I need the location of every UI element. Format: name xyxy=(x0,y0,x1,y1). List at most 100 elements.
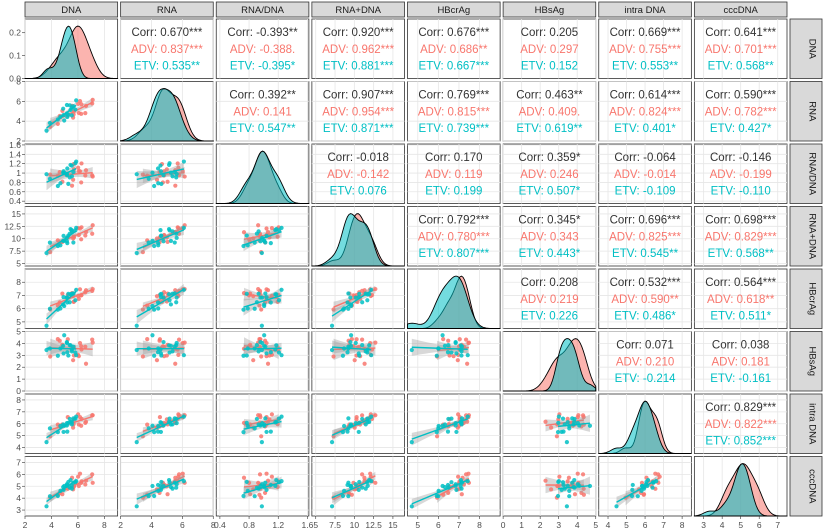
y-tick-label: 2 xyxy=(16,136,21,146)
data-point xyxy=(268,350,273,355)
data-point xyxy=(353,482,358,487)
data-point xyxy=(158,294,164,300)
data-point xyxy=(156,306,161,311)
corr-adv-label: ADV: 0.701*** xyxy=(705,44,777,56)
data-point xyxy=(279,353,284,358)
x-tick-label: 2 xyxy=(23,520,28,530)
scatter-panel xyxy=(44,333,95,366)
data-point xyxy=(279,287,284,292)
data-point xyxy=(90,480,95,485)
scatter-panel xyxy=(134,471,187,509)
data-point xyxy=(442,484,448,490)
data-point xyxy=(90,174,95,179)
data-point xyxy=(641,492,647,497)
corr-etv-label: ETV: 0.547** xyxy=(230,123,297,135)
regression-line xyxy=(136,168,185,181)
data-point xyxy=(274,343,279,348)
row-strip-label: RNA+DNA xyxy=(807,213,818,259)
data-point xyxy=(79,111,84,116)
data-point xyxy=(83,173,88,178)
corr-adv-label: ADV: 0.343 xyxy=(520,231,578,243)
data-point xyxy=(262,302,267,307)
y-tick-label: 6 xyxy=(16,304,21,314)
data-point xyxy=(362,475,367,480)
data-point xyxy=(71,240,76,245)
data-point xyxy=(68,162,73,168)
row-strip xyxy=(789,393,823,454)
y-tick-label: 0.0 xyxy=(9,74,21,84)
data-point xyxy=(264,351,269,356)
data-point xyxy=(572,477,577,483)
data-point xyxy=(158,169,164,174)
panel-background xyxy=(407,18,501,79)
data-point xyxy=(180,471,185,476)
data-point xyxy=(459,422,464,427)
corr-total-label: Corr: -0.018 xyxy=(328,152,389,164)
data-point xyxy=(174,235,179,240)
data-point xyxy=(134,250,139,256)
corr-adv-label: ADV: 0.822*** xyxy=(705,419,777,431)
data-point xyxy=(257,303,262,308)
data-point xyxy=(241,430,246,435)
corr-adv-label: ADV: 0.181 xyxy=(711,356,769,368)
data-point xyxy=(69,174,74,179)
data-point xyxy=(549,487,554,492)
data-point xyxy=(244,479,249,485)
panel-background xyxy=(502,206,597,267)
data-point xyxy=(160,344,166,349)
data-point xyxy=(363,349,368,354)
data-point xyxy=(244,420,249,425)
data-point xyxy=(241,475,247,480)
data-point xyxy=(345,350,350,355)
y-tick-label: 6 xyxy=(16,469,21,479)
x-tick-label: 3 xyxy=(701,520,706,530)
y-tick-label: 0.6 xyxy=(9,187,21,197)
data-point xyxy=(245,306,250,311)
scatter-panel xyxy=(44,159,95,191)
data-point xyxy=(77,471,83,476)
row-strip xyxy=(789,143,823,204)
corr-etv-label: ETV: 0.401* xyxy=(614,123,676,135)
data-point xyxy=(83,111,88,116)
data-point xyxy=(90,472,95,477)
data-point xyxy=(140,354,145,359)
data-point xyxy=(373,340,378,345)
data-point xyxy=(373,480,378,485)
data-point xyxy=(60,291,65,296)
panel-background xyxy=(407,206,501,267)
data-point xyxy=(274,477,279,483)
corr-total-label: Corr: 0.769*** xyxy=(418,90,489,102)
data-point xyxy=(543,419,548,424)
density-curve xyxy=(311,213,405,267)
data-point xyxy=(357,479,362,485)
x-tick-label: 5 xyxy=(313,520,318,530)
data-point xyxy=(451,354,456,359)
density-curve xyxy=(24,25,118,79)
data-point xyxy=(158,351,164,356)
scatter-panel xyxy=(543,412,593,445)
corr-total-label: Corr: 0.670*** xyxy=(131,27,202,39)
data-point xyxy=(256,349,261,354)
data-point xyxy=(276,298,282,303)
scatter-panel xyxy=(241,412,284,445)
data-point xyxy=(252,306,257,311)
data-point xyxy=(446,338,451,343)
y-tick-label: 8 xyxy=(16,395,21,405)
data-point xyxy=(76,474,81,479)
column-strip-label: HBsAg xyxy=(535,5,565,16)
data-point xyxy=(360,343,365,348)
regression-line xyxy=(332,346,372,351)
data-point xyxy=(329,439,335,445)
data-point xyxy=(254,343,259,348)
data-point xyxy=(152,430,157,435)
data-point xyxy=(74,287,79,292)
data-point xyxy=(161,339,166,345)
data-point xyxy=(459,492,464,497)
corr-adv-label: ADV: 0.780*** xyxy=(418,231,490,243)
data-point xyxy=(575,415,580,420)
data-point xyxy=(83,233,88,238)
data-point xyxy=(165,179,170,184)
data-point xyxy=(150,423,155,428)
data-point xyxy=(329,504,335,509)
density-panel xyxy=(598,400,692,454)
